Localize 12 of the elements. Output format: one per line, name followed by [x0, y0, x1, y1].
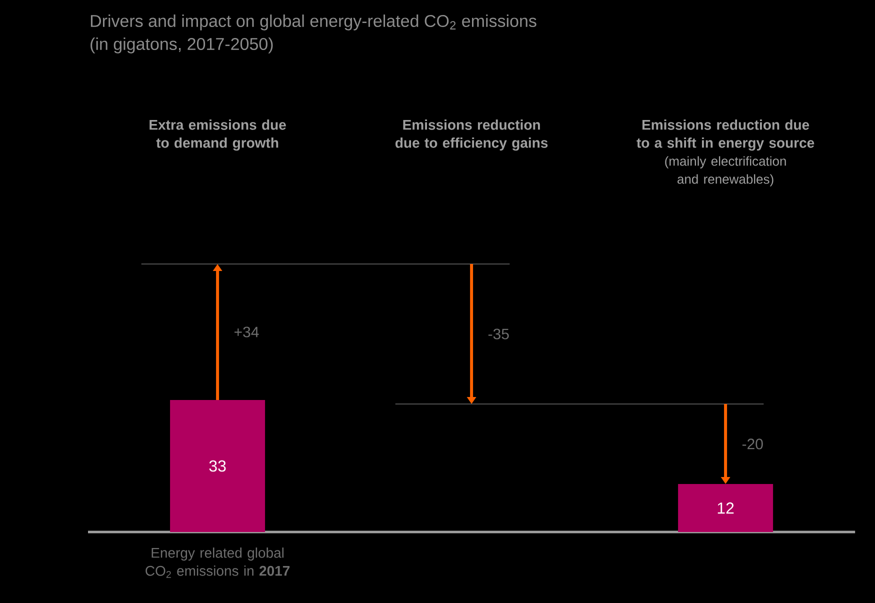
data-label: 33 — [209, 460, 226, 472]
data-label: -35 — [488, 328, 509, 340]
category-label: Extra emissions due to demand growth — [150, 120, 286, 151]
data-label: -20 — [742, 438, 763, 450]
text: (in gigatons, 2017-2050) — [90, 38, 273, 54]
category-label: Emissions reduction due to a shift in energy source — [636, 120, 814, 151]
text: Drivers and impact on global energy-related CO$_{2}$ emissions — [90, 14, 536, 30]
text: (mainly electrification and renewables) — [665, 156, 786, 186]
category-label: Emissions reduction due to efficiency gains — [396, 120, 548, 151]
data-label: 12 — [718, 502, 734, 514]
data-label: +34 — [234, 326, 259, 338]
text: Energy related global CO$_{2}$ emissions in 2017 — [146, 548, 290, 578]
